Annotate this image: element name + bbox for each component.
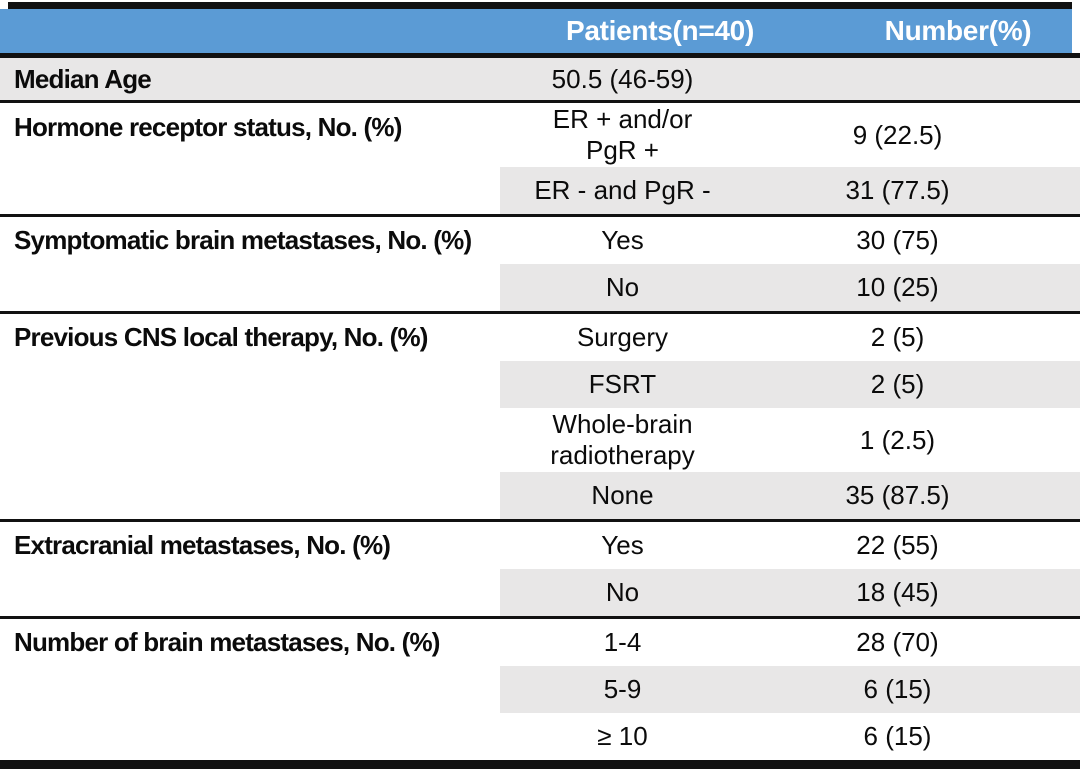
value-cell: 10 (25): [856, 272, 939, 302]
category-line: No: [605, 272, 640, 302]
category-line: radiotherapy: [550, 440, 695, 470]
table-section: Previous CNS local therapy, No. (%) Surge…: [0, 314, 1080, 522]
category-line: Surgery: [576, 322, 669, 352]
row-label: Symptomatic brain metastases, No. (%): [14, 225, 472, 255]
category-line: Yes: [601, 530, 644, 560]
table-section: Extracranial metastases, No. (%) Yes 22 (5…: [0, 522, 1080, 619]
category-line: ≥ 10: [597, 721, 648, 751]
category-cell: No: [500, 577, 745, 608]
value-cell: 2 (5): [870, 322, 925, 352]
category-line: 50.5 (46-59): [551, 63, 694, 94]
category-line: PgR +: [586, 135, 659, 165]
category-cell: No: [500, 272, 745, 303]
table-row: 50.5 (46-59): [500, 58, 1080, 100]
table-row: Yes 22 (55): [500, 522, 1080, 569]
table-body: Median Age 50.5 (46-59) Hormone receptor s…: [0, 58, 1080, 760]
table-row: No 10 (25): [500, 264, 1080, 311]
category-line: Whole-brain: [552, 409, 693, 439]
section-rows: 50.5 (46-59): [500, 58, 1080, 100]
section-rows: 1-4 28 (70) 5-9 6 (15) ≥ 10 6 (15): [500, 619, 1080, 760]
table-section: Hormone receptor status, No. (%) ER + and…: [0, 103, 1080, 217]
category-cell: Yes: [500, 530, 745, 561]
header-bottom-rule: [0, 53, 1080, 58]
category-line: Yes: [601, 225, 644, 255]
category-cell: ≥ 10: [500, 721, 745, 752]
table-section: Number of brain metastases, No. (%) 1-4 28…: [0, 619, 1080, 760]
table-row: No 18 (45): [500, 569, 1080, 616]
category-cell: Whole-brain radiotherapy: [500, 409, 745, 471]
header-patients-column: Patients(n=40): [566, 15, 754, 46]
category-line: FSRT: [588, 369, 657, 399]
table-section: Symptomatic brain metastases, No. (%) Yes…: [0, 217, 1080, 314]
category-line: ER - and PgR -: [534, 175, 711, 205]
table-row: None 35 (87.5): [500, 472, 1080, 519]
row-label: Hormone receptor status, No. (%): [14, 112, 402, 142]
category-line: 1-4: [603, 627, 642, 657]
category-cell: 50.5 (46-59): [500, 64, 745, 95]
table-row: FSRT 2 (5): [500, 361, 1080, 408]
value-cell: 31 (77.5): [845, 175, 950, 205]
table-bottom-rule: [0, 760, 1080, 769]
category-cell: Surgery: [500, 322, 745, 353]
table-row: 5-9 6 (15): [500, 666, 1080, 713]
row-label: Median Age: [14, 63, 152, 94]
table-row: Yes 30 (75): [500, 217, 1080, 264]
category-line: ER + and/or: [552, 104, 693, 134]
category-cell: ER + and/or PgR +: [500, 104, 745, 166]
row-label: Extracranial metastases, No. (%): [14, 530, 391, 560]
value-cell: 1 (2.5): [859, 424, 936, 455]
table-top-rule: [8, 2, 1072, 9]
header-number-column: Number(%): [884, 15, 1032, 46]
table-row: Whole-brain radiotherapy 1 (2.5): [500, 408, 1080, 472]
table-row: 1-4 28 (70): [500, 619, 1080, 666]
table-row: Surgery 2 (5): [500, 314, 1080, 361]
value-cell: 6 (15): [863, 674, 932, 704]
value-cell: 28 (70): [856, 627, 939, 657]
value-cell: 35 (87.5): [845, 480, 950, 510]
value-cell: 18 (45): [856, 577, 939, 607]
category-line: None: [591, 480, 654, 510]
section-rows: ER + and/or PgR + 9 (22.5) ER - and PgR - 31…: [500, 103, 1080, 214]
row-label: Previous CNS local therapy, No. (%): [14, 322, 428, 352]
table-header-row: Patients(n=40) Number(%): [0, 9, 1072, 53]
section-rows: Yes 22 (55) No 18 (45): [500, 522, 1080, 616]
section-rows: Yes 30 (75) No 10 (25): [500, 217, 1080, 311]
category-cell: ER - and PgR -: [500, 175, 745, 206]
category-cell: None: [500, 480, 745, 511]
value-cell: 2 (5): [870, 369, 925, 399]
category-cell: 5-9: [500, 674, 745, 705]
section-rows: Surgery 2 (5) FSRT 2 (5) Whole-brain radiothe…: [500, 314, 1080, 519]
value-cell: 22 (55): [856, 530, 939, 560]
category-line: No: [605, 577, 640, 607]
category-cell: Yes: [500, 225, 745, 256]
table-row: ER - and PgR - 31 (77.5): [500, 167, 1080, 214]
value-cell: 9 (22.5): [852, 119, 943, 150]
category-cell: 1-4: [500, 627, 745, 658]
table-row: ≥ 10 6 (15): [500, 713, 1080, 760]
table-section: Median Age 50.5 (46-59): [0, 58, 1080, 103]
row-label: Number of brain metastases, No. (%): [14, 627, 440, 657]
value-cell: 30 (75): [856, 225, 939, 255]
category-line: 5-9: [603, 674, 642, 704]
category-cell: FSRT: [500, 369, 745, 400]
table-row: ER + and/or PgR + 9 (22.5): [500, 103, 1080, 167]
value-cell: 6 (15): [863, 721, 932, 751]
